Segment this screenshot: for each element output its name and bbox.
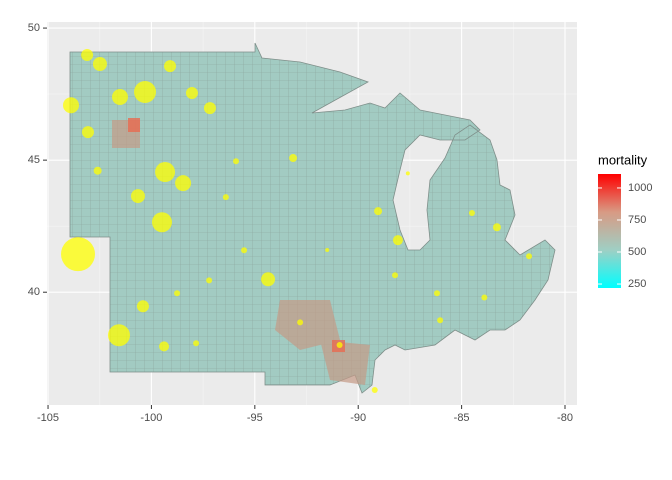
bubble <box>107 324 130 347</box>
colorbar <box>598 174 621 288</box>
bubble <box>392 235 403 246</box>
bubble <box>136 300 149 313</box>
x-tick-label: -85 <box>454 412 470 424</box>
x-tick-label: -80 <box>557 412 573 424</box>
bubble <box>164 60 177 73</box>
bubble <box>222 194 229 201</box>
bubble <box>151 212 172 233</box>
bubble <box>434 290 441 297</box>
x-tick-label: -95 <box>247 412 263 424</box>
bubble <box>492 223 501 232</box>
bubble <box>336 342 343 349</box>
bubble <box>374 207 383 216</box>
bubble <box>92 56 107 71</box>
bubble <box>325 247 330 252</box>
bubble <box>392 272 399 279</box>
x-tick-label: -90 <box>350 412 366 424</box>
bubble <box>155 162 176 183</box>
bubble <box>481 294 488 301</box>
bubble <box>93 166 102 175</box>
x-tick-label: -100 <box>140 412 162 424</box>
bubble <box>61 237 96 272</box>
bubble <box>261 272 276 287</box>
y-tick-label: 50 <box>28 22 40 34</box>
bubble <box>175 175 192 192</box>
county-tint <box>112 120 370 385</box>
bubble <box>134 80 157 103</box>
legend-title: mortality <box>598 152 648 167</box>
bubble <box>185 87 198 100</box>
bubble <box>371 386 378 393</box>
colorbar-label: 500 <box>628 246 646 258</box>
colorbar-label: 250 <box>628 278 646 290</box>
bubble <box>233 158 240 165</box>
bubble <box>159 341 170 352</box>
bubble <box>193 340 200 347</box>
bubble <box>468 209 475 216</box>
bubble <box>81 126 94 139</box>
y-tick-label: 45 <box>28 154 40 166</box>
bubble <box>62 97 79 114</box>
bubble <box>437 317 444 324</box>
bubble <box>203 102 216 115</box>
bubble <box>111 89 128 106</box>
bubble <box>405 171 410 176</box>
bubble <box>241 247 248 254</box>
bubble <box>526 253 533 260</box>
bubble <box>174 290 181 297</box>
bubble <box>81 49 94 62</box>
bubble <box>130 189 145 204</box>
y-tick-label: 40 <box>28 286 40 298</box>
colorbar-label: 750 <box>628 214 646 226</box>
x-tick-label: -105 <box>37 412 59 424</box>
bubble <box>289 154 298 163</box>
bubble <box>297 319 304 326</box>
bubble <box>206 277 213 284</box>
region <box>69 42 556 394</box>
colorbar-label: 1000 <box>628 182 652 194</box>
